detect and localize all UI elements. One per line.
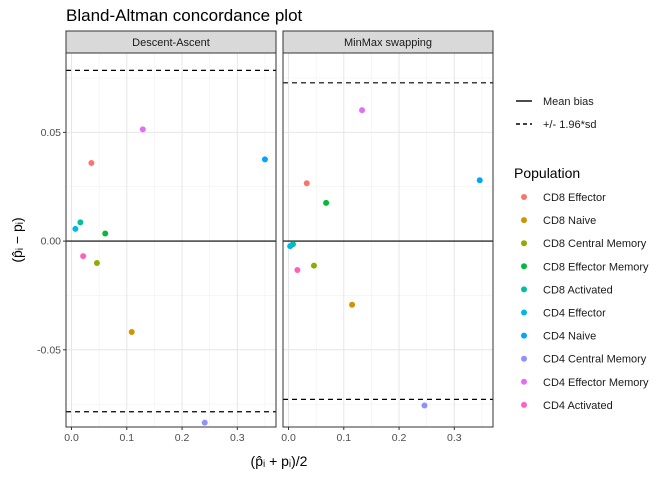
legend-point-key <box>521 240 527 247</box>
data-point <box>359 107 366 114</box>
y-axis: -0.05 0.00 0.05 (p̂ᵢ + pᵢ)/2 (p̂ᵢ − pᵢ) <box>9 127 308 469</box>
x-tick-label: 0.3 <box>230 432 245 444</box>
y-tick-label: -0.05 <box>37 344 61 356</box>
legend-population-label: CD8 Central Memory <box>543 238 647 250</box>
data-point <box>80 253 87 260</box>
legend-population-label: CD4 Naive <box>543 331 596 343</box>
panel-border <box>282 52 494 428</box>
x-tick-label: 0.3 <box>447 432 462 444</box>
y-tick-label: 0.05 <box>41 127 62 139</box>
legend-population-label: CD4 Effector <box>543 308 606 320</box>
legend-point-key <box>521 309 527 316</box>
legend-point-key <box>521 378 527 385</box>
legend-point-key <box>521 332 527 339</box>
x-axis-title: (p̂ᵢ + pᵢ)/2 <box>251 453 308 469</box>
legend-population-label: CD8 Activated <box>543 284 613 296</box>
data-point <box>287 243 294 250</box>
legend-point-key <box>521 263 527 270</box>
y-tick-label: 0.00 <box>41 236 62 248</box>
chart-title: Bland-Altman concordance plot <box>66 6 303 25</box>
data-point <box>139 126 146 133</box>
data-point <box>476 177 483 184</box>
data-point <box>72 225 79 232</box>
data-point <box>303 180 310 187</box>
legend-line-label: Mean bias <box>543 96 594 108</box>
legend-title: Population <box>514 165 580 181</box>
legend-population-label: CD8 Effector Memory <box>543 261 649 273</box>
data-point <box>93 260 100 267</box>
x-tick-label: 0.1 <box>336 432 351 444</box>
facet-strip-label: Descent-Ascent <box>132 37 210 49</box>
data-point <box>261 156 268 163</box>
panel-border <box>65 52 277 428</box>
legend-population-label: CD4 Effector Memory <box>543 377 649 389</box>
data-point <box>294 267 301 274</box>
data-point <box>323 199 330 206</box>
data-point <box>201 419 208 426</box>
legend-population-label: CD8 Effector <box>543 192 606 204</box>
legend-point-key <box>521 286 527 293</box>
legend-population-label: CD8 Naive <box>543 215 596 227</box>
data-point <box>88 160 95 167</box>
x-tick-label: 0.0 <box>281 432 296 444</box>
legend-point-key <box>521 355 527 362</box>
facet-panel: MinMax swapping 0.0 0.1 0.2 0.3 <box>281 30 494 444</box>
x-tick-label: 0.1 <box>119 432 134 444</box>
legend-point-key <box>521 401 527 408</box>
legend-population-label: CD4 Central Memory <box>543 354 647 366</box>
legend-line-label: +/- 1.96*sd <box>543 119 597 131</box>
panel-background <box>66 53 276 427</box>
legend-point-key <box>521 194 527 200</box>
legend-point-key <box>521 217 527 224</box>
x-tick-label: 0.2 <box>392 432 407 444</box>
facet-panel: Descent-Ascent 0.0 0.1 0.2 0.3 <box>64 30 277 444</box>
legend: Mean bias +/- 1.96*sd Population CD8 Effect… <box>514 96 649 412</box>
x-tick-label: 0.2 <box>175 432 190 444</box>
y-axis-title: (p̂ᵢ − pᵢ) <box>9 217 25 262</box>
data-point <box>421 402 428 409</box>
data-point <box>77 219 84 226</box>
data-point <box>128 328 135 335</box>
data-point <box>310 262 317 269</box>
facet-strip-label: MinMax swapping <box>344 37 432 49</box>
legend-population-label: CD4 Activated <box>543 400 613 412</box>
x-tick-label: 0.0 <box>64 432 79 444</box>
panel-background <box>283 53 493 427</box>
data-point <box>349 301 356 308</box>
data-point <box>102 230 109 237</box>
